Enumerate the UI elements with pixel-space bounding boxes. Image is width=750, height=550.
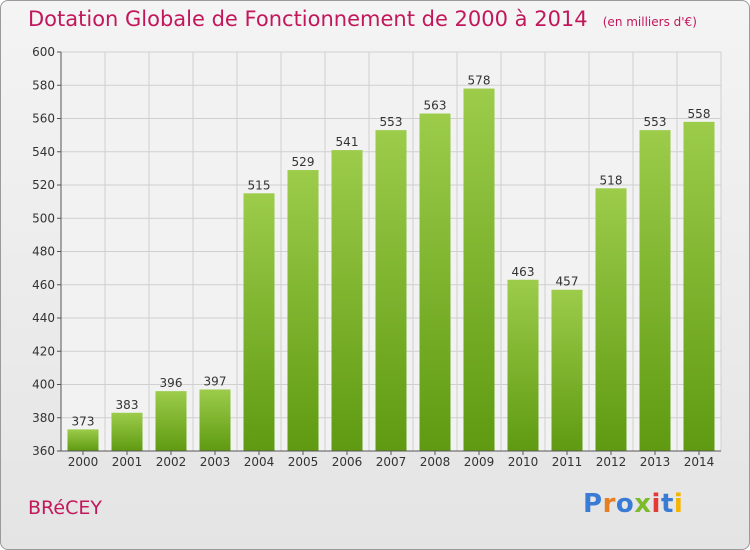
x-tick-label: 2004 [244, 455, 275, 469]
bar [463, 88, 495, 451]
x-tick-label: 2006 [332, 455, 363, 469]
value-label: 553 [644, 115, 667, 129]
x-tick-label: 2011 [552, 455, 583, 469]
x-tick-label: 2014 [684, 455, 715, 469]
logo-letter: x [634, 489, 652, 519]
value-label: 373 [72, 414, 95, 428]
unit-label: (en milliers d'€) [602, 15, 697, 29]
bar [683, 121, 715, 451]
bar [243, 193, 275, 451]
y-tick-label: 520 [32, 178, 55, 192]
bar [199, 389, 231, 451]
x-tick-label: 2002 [156, 455, 187, 469]
x-tick-label: 2000 [68, 455, 99, 469]
value-label: 515 [248, 178, 271, 192]
y-tick-label: 380 [32, 411, 55, 425]
x-tick-label: 2007 [376, 455, 407, 469]
logo-letter: t [660, 489, 674, 519]
y-tick-label: 480 [32, 245, 55, 259]
commune-name: BRéCEY [28, 497, 102, 519]
x-tick-label: 2010 [508, 455, 539, 469]
bar [419, 113, 451, 451]
value-label: 383 [116, 398, 139, 412]
bar [331, 150, 363, 451]
bar [507, 279, 539, 451]
y-tick-label: 360 [32, 444, 55, 458]
y-tick-label: 600 [32, 45, 55, 59]
chart-title-block: Dotation Globale de Fonctionnement de 20… [28, 7, 697, 31]
bar [595, 188, 627, 451]
bar [67, 429, 99, 451]
logo-letter: i [651, 489, 661, 519]
x-tick-label: 2008 [420, 455, 451, 469]
y-tick-label: 420 [32, 344, 55, 358]
value-label: 396 [160, 376, 183, 390]
y-tick-label: 560 [32, 112, 55, 126]
value-label: 553 [380, 115, 403, 129]
value-label: 558 [688, 107, 711, 121]
value-label: 518 [600, 173, 623, 187]
x-tick-label: 2012 [596, 455, 627, 469]
logo-letter: i [673, 489, 684, 519]
logo-letter: r [602, 489, 616, 519]
proxiti-logo: Proxiti [583, 489, 683, 519]
x-tick-label: 2013 [640, 455, 671, 469]
bar [155, 391, 187, 451]
y-tick-label: 580 [32, 78, 55, 92]
value-label: 397 [204, 374, 227, 388]
value-label: 529 [292, 155, 315, 169]
x-tick-label: 2003 [200, 455, 231, 469]
value-label: 457 [556, 275, 579, 289]
logo-letter: o [615, 489, 635, 519]
logo-letter: P [583, 489, 603, 519]
value-label: 463 [512, 265, 535, 279]
y-tick-label: 400 [32, 378, 55, 392]
y-tick-label: 440 [32, 311, 55, 325]
x-tick-label: 2009 [464, 455, 495, 469]
value-label: 563 [424, 99, 447, 113]
value-label: 578 [468, 74, 491, 88]
y-tick-label: 540 [32, 145, 55, 159]
value-label: 541 [336, 135, 359, 149]
bar [375, 130, 407, 451]
x-tick-label: 2001 [112, 455, 143, 469]
bar [551, 289, 583, 451]
y-tick-label: 460 [32, 278, 55, 292]
y-tick-label: 500 [32, 211, 55, 225]
bar-chart: 373 383 396 397 515 529 541 553 563 578 463 457 518 5… [32, 45, 722, 469]
x-tick-label: 2005 [288, 455, 319, 469]
bar [287, 170, 319, 451]
bar [639, 130, 671, 451]
bar [111, 412, 143, 451]
chart-title: Dotation Globale de Fonctionnement de 20… [28, 7, 588, 31]
